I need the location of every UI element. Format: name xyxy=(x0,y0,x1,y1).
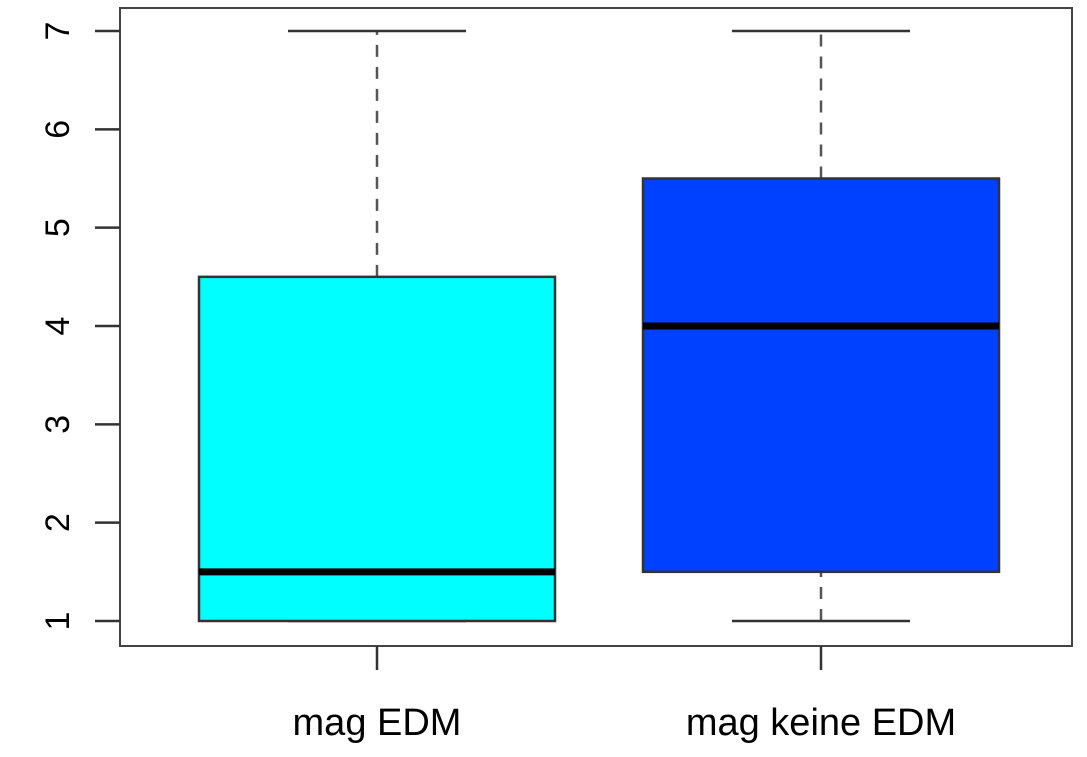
box-group-1 xyxy=(197,29,557,623)
plot-layer xyxy=(197,29,1001,623)
y-tick-label-1: 1 xyxy=(39,612,77,631)
y-tick-label-2: 2 xyxy=(39,513,77,532)
x-category-label-2: mag keine EDM xyxy=(686,702,956,744)
y-tick-label-6: 6 xyxy=(39,120,77,139)
iqr-box-2 xyxy=(641,177,1001,574)
axis-layer: mag EDM mag keine EDM 1 2 3 4 5 6 7 xyxy=(39,7,1073,744)
y-tick-label-7: 7 xyxy=(39,22,77,41)
y-tick-label-4: 4 xyxy=(39,317,77,336)
x-category-label-1: mag EDM xyxy=(293,702,462,744)
y-tick-label-3: 3 xyxy=(39,415,77,434)
iqr-box-1 xyxy=(197,275,557,623)
y-tick-label-5: 5 xyxy=(39,218,77,237)
box-group-2 xyxy=(641,29,1001,623)
